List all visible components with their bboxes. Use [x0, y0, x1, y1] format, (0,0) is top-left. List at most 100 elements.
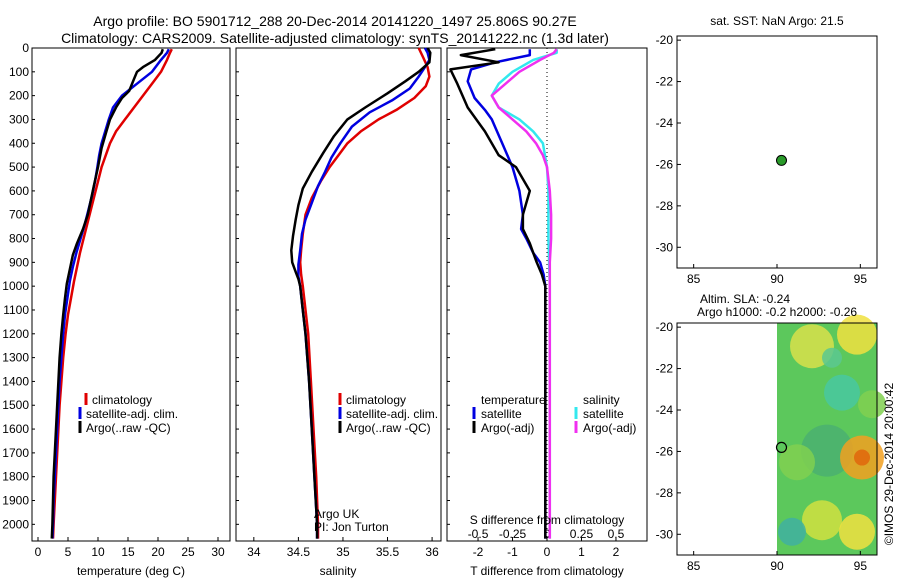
x-tick-label: 30	[211, 545, 225, 559]
x-tick-label: -1	[507, 545, 518, 559]
depth-tick-label: 800	[9, 232, 29, 246]
sla-anomaly-blob	[779, 444, 815, 481]
sst-map-title: sat. SST: NaN Argo: 21.5	[710, 14, 844, 28]
argo-uk-label: Argo UK	[314, 507, 359, 521]
s-diff-tick-label: 0.5	[608, 527, 625, 541]
depth-tick-label: 1200	[2, 327, 29, 341]
imos-timestamp: ©IMOS 29-Dec-2014 20:00:42	[882, 383, 896, 546]
salinity-difference-x-axis: -0.5 -0.25 0 0.25 0.5	[468, 527, 625, 541]
x-tick-label: 35.5	[376, 545, 400, 559]
map-y-tick-label: -20	[656, 320, 674, 334]
sla-anomaly-blob	[837, 314, 877, 355]
salinity-x-axis: 34 34.5 35 35.5 36	[247, 537, 439, 559]
depth-tick-label: 1500	[2, 398, 29, 412]
map-x-tick-label: 85	[687, 559, 701, 573]
x-tick-label: 25	[181, 545, 195, 559]
map-y-tick-label: -22	[656, 75, 674, 89]
map-y-tick-label: -26	[656, 157, 674, 171]
sla-map-axes: 85 90 95 -20 -22 -24 -26 -28 -30	[656, 320, 868, 573]
map-y-tick-label: -30	[656, 527, 674, 541]
series-temperature-satellite	[51, 48, 170, 539]
sla-anomaly-blob	[839, 513, 875, 550]
series-salinity-satellite	[297, 47, 431, 539]
temperature-panel-frame	[31, 47, 231, 542]
sla-anomaly-blob	[802, 500, 842, 541]
sla-anomaly-blob	[778, 517, 806, 546]
depth-tick-label: 1000	[2, 279, 29, 293]
depth-tick-label: 500	[9, 160, 29, 174]
series-salinity-climatology	[298, 47, 431, 539]
depth-tick-label: 1100	[3, 303, 29, 317]
sla-float-marker	[775, 441, 788, 454]
x-tick-label: 34	[247, 545, 261, 559]
difference-x-axis: -2 -1 0 1 2	[473, 537, 620, 559]
x-tick-label: 0	[35, 545, 42, 559]
s-diff-tick-label: 0.25	[570, 527, 594, 541]
depth-tick-label: 1600	[2, 422, 29, 436]
temperature-x-label: temperature (deg C)	[77, 564, 185, 578]
legend-t-satellite: satellite	[481, 407, 522, 421]
map-y-tick-label: -24	[656, 403, 674, 417]
x-tick-label: 20	[151, 545, 165, 559]
x-tick-label: 15	[121, 545, 135, 559]
legend-satellite-sal: satellite-adj. clim.	[346, 407, 438, 421]
temperature-legend: climatology satellite-adj. clim. Argo(..…	[78, 393, 178, 435]
x-tick-label: 35	[336, 545, 350, 559]
depth-tick-label: 600	[9, 184, 29, 198]
salinity-legend: climatology satellite-adj. clim. Argo(..…	[338, 393, 438, 435]
map-markers	[775, 154, 788, 454]
depth-tick-label: 2000	[2, 517, 29, 531]
legend-climatology-sal: climatology	[346, 393, 406, 407]
sla-anomaly-blob	[822, 347, 842, 368]
map-x-tick-label: 90	[770, 272, 784, 286]
map-y-tick-label: -28	[656, 486, 674, 500]
depth-axis: 0 100 200 300 400 500 600 700 800 900 1000 1100 1200…	[2, 41, 450, 531]
difference-x-label: T difference from climatology	[470, 564, 624, 578]
map-y-tick-label: -28	[656, 199, 674, 213]
map-y-tick-label: -20	[656, 33, 674, 47]
depth-tick-label: 1400	[2, 374, 29, 388]
profile-lines	[50, 47, 558, 539]
legend-t-argo: Argo(-adj)	[481, 421, 534, 435]
legend-climatology: climatology	[92, 393, 152, 407]
sst-map-frame	[676, 35, 878, 269]
x-tick-label: 2	[613, 545, 620, 559]
map-x-tick-label: 90	[770, 559, 784, 573]
temperature-x-axis: 0 5 10 15 20 25 30	[35, 537, 225, 559]
depth-tick-label: 200	[9, 89, 29, 103]
series-difference-s-argo	[490, 48, 558, 539]
depth-tick-label: 0	[22, 41, 29, 55]
sla-anomaly-blob	[858, 390, 886, 419]
series-temperature-argo	[50, 48, 164, 539]
legend-satellite: satellite-adj. clim.	[86, 407, 178, 421]
depth-tick-label: 900	[9, 255, 29, 269]
map-x-tick-label: 95	[854, 272, 868, 286]
depth-tick-label: 1700	[2, 446, 29, 460]
x-tick-label: 5	[65, 545, 72, 559]
legend-s-satellite: satellite	[583, 407, 624, 421]
s-diff-tick-label: -0.25	[499, 527, 527, 541]
map-y-tick-label: -30	[656, 240, 674, 254]
x-tick-label: 0	[544, 545, 551, 559]
figure-title-line1: Argo profile: BO 5901712_288 20-Dec-2014…	[93, 13, 576, 29]
series-salinity-argo	[290, 47, 432, 539]
x-tick-label: 34.5	[287, 545, 311, 559]
map-y-tick-label: -22	[656, 362, 674, 376]
map-y-tick-label: -24	[656, 116, 674, 130]
salinity-panel-frame	[235, 47, 442, 542]
legend-argo: Argo(..raw -QC)	[86, 421, 171, 435]
map-x-tick-label: 85	[687, 272, 701, 286]
difference-legend: temperature salinity satellite Argo(-adj…	[472, 393, 636, 435]
depth-tick-label: 1800	[2, 470, 29, 484]
depth-tick-label: 400	[9, 136, 29, 150]
map-y-tick-label: -26	[656, 444, 674, 458]
depth-tick-label: 300	[9, 112, 29, 126]
series-difference-t-argo	[449, 47, 547, 539]
legend-temperature-head: temperature	[481, 393, 546, 407]
x-tick-label: 36	[425, 545, 439, 559]
sla-anomaly-blob	[824, 374, 860, 411]
x-tick-label: 10	[91, 545, 105, 559]
map-x-tick-label: 95	[854, 559, 868, 573]
sst-float-marker	[776, 154, 787, 166]
